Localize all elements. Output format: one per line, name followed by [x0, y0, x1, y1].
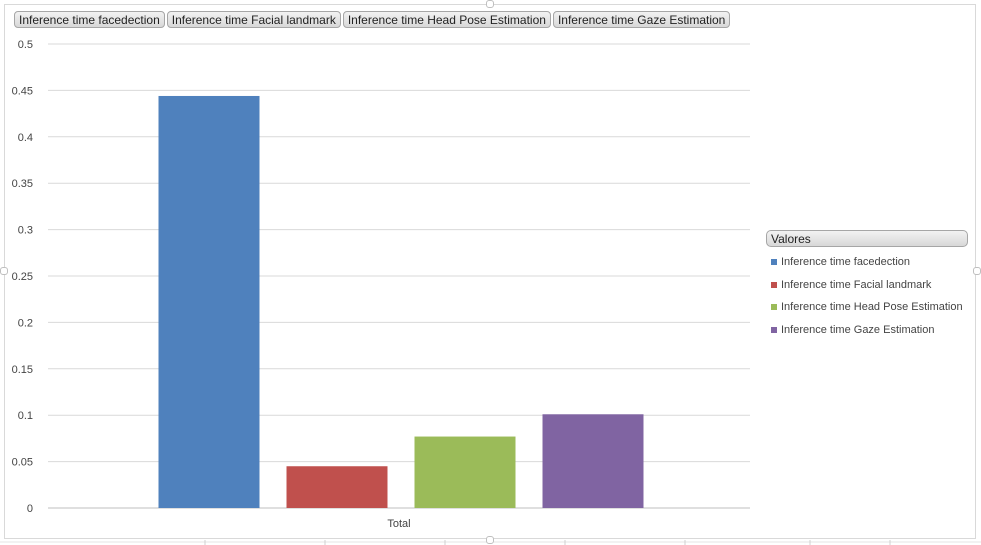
y-tick-label: 0.35	[12, 178, 33, 190]
resize-handle-right[interactable]	[973, 267, 981, 275]
y-tick-label: 0.45	[12, 85, 33, 97]
y-tick-label: 0.2	[18, 317, 33, 329]
legend-swatch	[771, 259, 777, 266]
y-tick-label: 0.5	[18, 39, 33, 51]
field-button-gaze[interactable]: Inference time Gaze Estimation	[552, 11, 731, 28]
y-tick-label: 0.4	[18, 132, 33, 144]
legend: Valores Inference time facedection Infere…	[766, 230, 968, 341]
bar-3[interactable]	[414, 436, 516, 508]
x-tick-label: Total	[387, 518, 410, 530]
resize-handle-bottom[interactable]	[486, 536, 494, 544]
y-tick-label: 0.15	[12, 364, 33, 376]
x-axis: Total	[387, 518, 410, 530]
y-tick-label: 0	[27, 503, 33, 515]
bar-1[interactable]	[158, 95, 260, 508]
legend-item[interactable]: Inference time facedection	[766, 251, 968, 274]
y-tick-label: 0.05	[12, 457, 33, 469]
bar-4[interactable]	[542, 414, 644, 508]
legend-items: Inference time facedection Inference time…	[766, 251, 968, 341]
gridlines	[48, 43, 750, 509]
legend-item[interactable]: Inference time Head Pose Estimation	[766, 296, 968, 319]
y-axis: 0 0.05 0.1 0.15 0.2 0.25 0.3 0.35 0.4 0.45 0.5	[12, 39, 33, 515]
legend-label: Inference time Gaze Estimation	[781, 324, 935, 337]
legend-swatch	[771, 281, 777, 288]
legend-swatch	[771, 327, 777, 334]
resize-handle-left[interactable]	[0, 267, 8, 275]
field-button-facial-landmark[interactable]: Inference time Facial landmark	[166, 11, 341, 28]
y-tick-label: 0.3	[18, 225, 33, 237]
resize-handle-top[interactable]	[486, 0, 494, 8]
field-button-head-pose[interactable]: Inference time Head Pose Estimation	[342, 11, 551, 28]
legend-item[interactable]: Inference time Facial landmark	[766, 274, 968, 297]
legend-label: Inference time Facial landmark	[781, 278, 932, 291]
legend-title-button[interactable]: Valores	[766, 230, 968, 247]
legend-item[interactable]: Inference time Gaze Estimation	[766, 319, 968, 342]
legend-swatch	[771, 304, 777, 311]
legend-label: Inference time Head Pose Estimation	[781, 301, 963, 314]
bars	[158, 95, 644, 508]
pivot-field-buttons: Inference time facedection Inference tim…	[14, 11, 731, 29]
y-tick-label: 0.25	[12, 271, 33, 283]
y-tick-label: 0.1	[18, 410, 33, 422]
field-button-facedection[interactable]: Inference time facedection	[14, 11, 165, 28]
legend-label: Inference time facedection	[781, 256, 911, 269]
bar-2[interactable]	[286, 466, 388, 508]
